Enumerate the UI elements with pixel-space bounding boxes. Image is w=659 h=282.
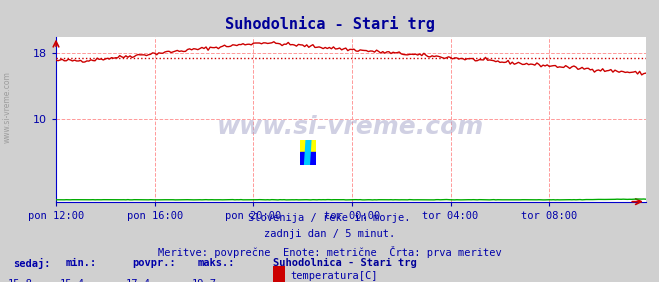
Text: 15,4: 15,4 xyxy=(60,279,85,282)
Bar xyxy=(300,140,316,152)
Text: temperatura[C]: temperatura[C] xyxy=(291,271,378,281)
Text: 19,7: 19,7 xyxy=(192,279,217,282)
Text: 15,8: 15,8 xyxy=(7,279,32,282)
Text: sedaj:: sedaj: xyxy=(13,258,51,269)
Text: www.si-vreme.com: www.si-vreme.com xyxy=(3,71,12,143)
Text: Suhodolnica - Stari trg: Suhodolnica - Stari trg xyxy=(225,16,434,32)
Bar xyxy=(300,152,316,165)
Text: Slovenija / reke in morje.: Slovenija / reke in morje. xyxy=(248,213,411,223)
Text: Suhodolnica - Stari trg: Suhodolnica - Stari trg xyxy=(273,258,417,268)
Text: Meritve: povprečne  Enote: metrične  Črta: prva meritev: Meritve: povprečne Enote: metrične Črta:… xyxy=(158,246,501,258)
Text: www.si-vreme.com: www.si-vreme.com xyxy=(217,115,484,139)
Text: min.:: min.: xyxy=(66,258,97,268)
Text: maks.:: maks.: xyxy=(198,258,235,268)
Text: zadnji dan / 5 minut.: zadnji dan / 5 minut. xyxy=(264,229,395,239)
Text: 17,4: 17,4 xyxy=(126,279,151,282)
Text: povpr.:: povpr.: xyxy=(132,258,175,268)
Polygon shape xyxy=(304,140,311,165)
